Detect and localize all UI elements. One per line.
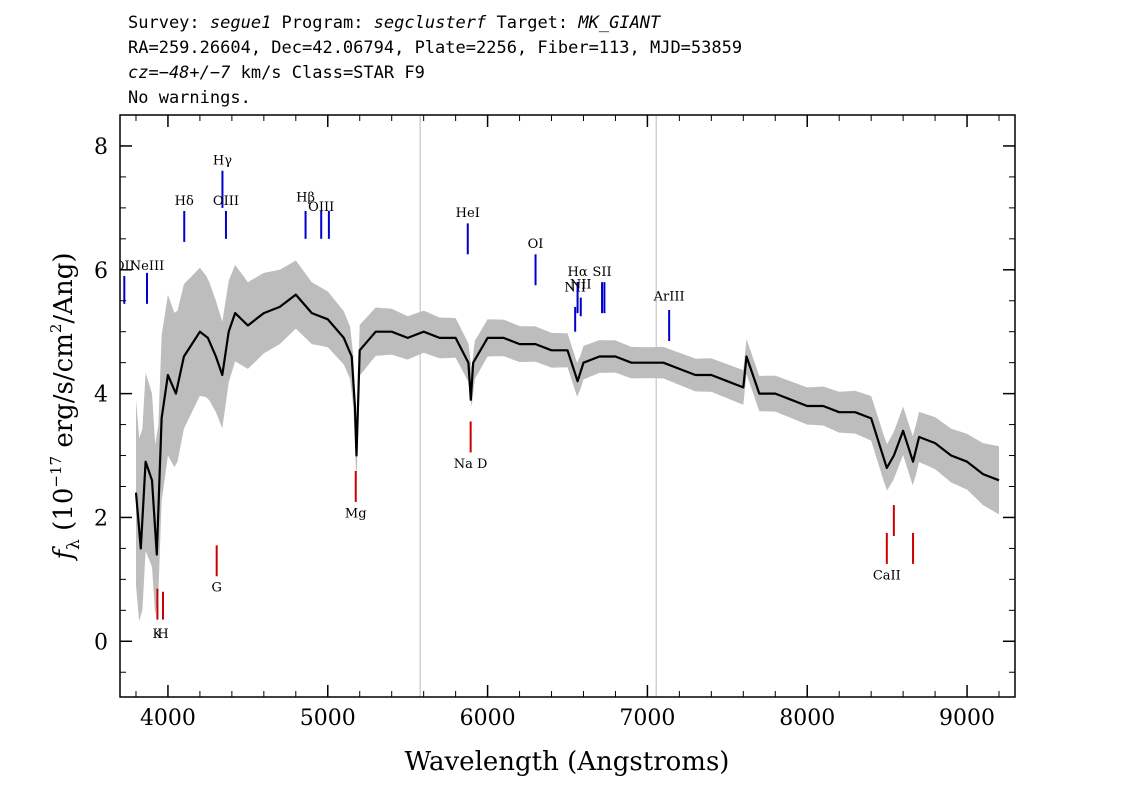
header-line-4: No warnings. — [128, 88, 251, 108]
emission-line-label: Hγ — [213, 154, 232, 169]
y-tick-label: 0 — [94, 630, 108, 655]
header-line-3: cz=−48+/−7 km/s Class=STAR F9 — [128, 63, 425, 83]
emission-line-label: NII — [564, 280, 586, 295]
x-tick-label: 7000 — [619, 706, 675, 731]
emission-line-label: Hδ — [175, 194, 194, 209]
emission-line-label: OIII — [213, 194, 239, 209]
x-tick-label: 6000 — [460, 706, 516, 731]
emission-line-label: NeIII — [130, 259, 164, 274]
y-tick-label: 2 — [94, 506, 108, 531]
emission-line-label: Hβ — [296, 191, 315, 206]
emission-line-label: NII — [570, 277, 592, 292]
emission-line-label: SII — [592, 265, 611, 280]
plot-frame — [119, 114, 1016, 698]
header-survey: segue1 — [210, 13, 271, 33]
emission-line-label: Hα — [568, 265, 588, 280]
flux-series — [134, 293, 1000, 556]
absorption-line-label: G — [211, 581, 221, 596]
emission-line-label: HeI — [456, 206, 480, 221]
x-tick-label: 4000 — [140, 706, 196, 731]
header-program: segclusterf — [374, 13, 487, 33]
y-tick-label: 4 — [94, 383, 108, 408]
emission-line-label: ArIII — [653, 290, 685, 305]
absorption-line-label: CaII — [873, 568, 901, 583]
x-tick-label: 9000 — [939, 706, 995, 731]
header-redshift: cz=−48+/−7 — [128, 63, 231, 83]
sky-line-markers — [419, 115, 657, 697]
absorption-line-label: H — [157, 627, 168, 642]
emission-line-label: OIII — [308, 200, 334, 215]
y-tick-label: 8 — [94, 135, 108, 160]
header-target: MK_GIANT — [577, 13, 662, 33]
absorption-line-label: K — [153, 627, 163, 642]
x-axis-title: Wavelength (Angstroms) — [405, 747, 730, 777]
flux-line — [134, 293, 1000, 556]
absorption-line-label: Na D — [454, 457, 488, 472]
axes: 4000 5000 6000 7000 8000 9000 0 2 4 6 8 — [94, 114, 1016, 731]
error-band — [136, 260, 999, 622]
error-band-area — [136, 260, 999, 622]
absorption-line-label: Mg — [345, 506, 367, 521]
y-axis-title: fλ (10−17 erg/s/cm2/Ang) — [47, 253, 84, 562]
header-line-2: RA=259.26604, Dec=42.06794, Plate=2256, … — [128, 38, 742, 58]
header-line-1: Survey: segue1 Program: segclusterf Targ… — [128, 13, 662, 33]
x-tick-label: 5000 — [300, 706, 356, 731]
emission-line-label: OI — [528, 237, 544, 252]
x-tick-label: 8000 — [779, 706, 835, 731]
y-tick-label: 6 — [94, 259, 108, 284]
